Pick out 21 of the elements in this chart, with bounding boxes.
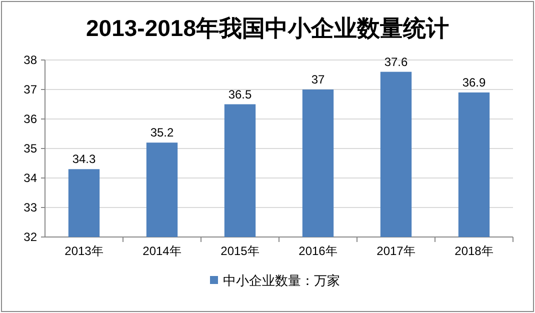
data-label: 34.3 — [72, 152, 96, 166]
xtick: 2014年 — [142, 244, 182, 258]
ytick: 38 — [24, 53, 37, 67]
data-label: 36.9 — [462, 75, 486, 90]
data-label: 37.6 — [384, 54, 408, 69]
ytick: 32 — [24, 230, 37, 244]
title: 2013-2018年我国中小企业数量统计 — [86, 15, 449, 41]
xtick: 2017年 — [376, 244, 416, 258]
ytick: 35 — [24, 142, 37, 156]
data-label: 37 — [311, 72, 325, 86]
xtick: 2013年 — [64, 244, 104, 258]
xtick: 2015年 — [220, 244, 260, 258]
ytick: 36 — [24, 112, 37, 126]
data-label: 36.5 — [228, 87, 252, 102]
data-label: 35.2 — [150, 126, 174, 140]
ytick: 34 — [24, 171, 37, 185]
ytick: 33 — [24, 200, 37, 214]
legend: 中小企业数量：万家 — [223, 273, 340, 288]
xtick: 2018年 — [454, 244, 494, 258]
xtick: 2016年 — [298, 244, 338, 258]
ytick: 37 — [24, 82, 37, 96]
